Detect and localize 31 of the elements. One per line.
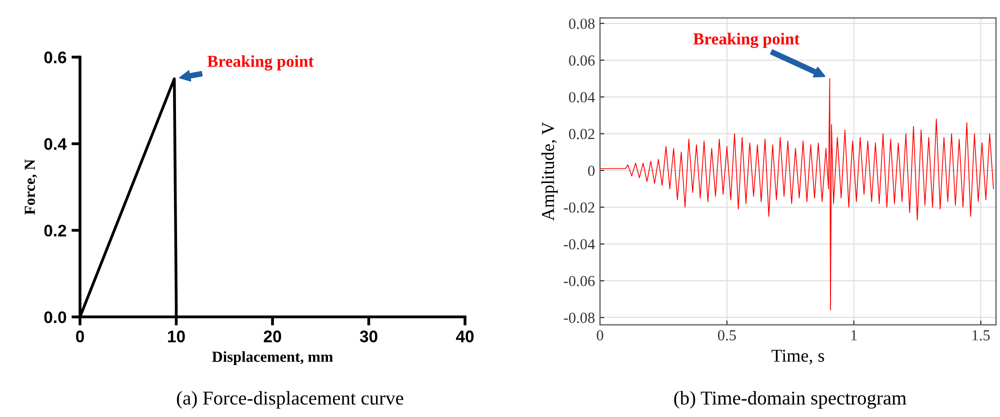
x-tick-label: 1.5 [972, 330, 990, 341]
y-tick-label: -0.02 [564, 202, 594, 213]
y-tick-label: -0.04 [564, 239, 595, 250]
y-axis-title: Force, N [24, 159, 38, 215]
y-tick-label: 0.08 [568, 18, 595, 29]
text: (b) Time-domain spectrogram [674, 390, 906, 409]
annotation: Breaking point [207, 55, 314, 70]
y-tick-label: 0 [588, 166, 595, 176]
x-tick-label: 40 [456, 330, 474, 342]
x-tick-label: 0 [76, 330, 84, 342]
x-tick-label: 0.5 [718, 330, 736, 341]
y-tick-label: 0.2 [44, 224, 66, 237]
annotation: Breaking point [693, 32, 800, 48]
x-tick-label: 10 [168, 330, 185, 342]
y-axis-title: Amplitude, V [541, 122, 558, 221]
y-tick-label: 0.6 [44, 52, 66, 64]
y-tick-label: 0.4 [44, 138, 67, 150]
x-tick-label: 20 [264, 330, 282, 342]
x-tick-label: 30 [360, 330, 378, 342]
y-tick-label: 0.04 [568, 92, 595, 102]
text: (a) Force-displacement curve [176, 391, 404, 409]
y-tick-label: -0.06 [564, 276, 595, 286]
y-tick-label: -0.08 [564, 312, 595, 324]
x-axis-title: Time, s [772, 350, 824, 364]
line-series [600, 78, 994, 311]
x-tick-label: 0 [596, 330, 604, 340]
x-tick-label: 1 [851, 330, 857, 340]
y-tick-label: 0.02 [568, 128, 594, 140]
y-tick-label: 0.06 [568, 55, 595, 66]
y-tick-label: 0.0 [44, 311, 66, 324]
x-axis-title: Displacement, mm [212, 351, 333, 366]
